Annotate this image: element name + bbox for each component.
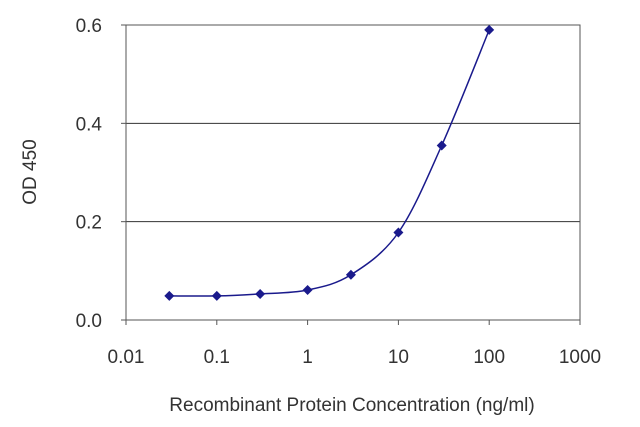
y-tick-label: 0.4 [76, 114, 103, 135]
data-point-marker [302, 285, 313, 296]
y-tick-label: 0.6 [76, 16, 102, 37]
data-point-marker [211, 290, 222, 301]
x-tick-label: 0.1 [204, 347, 230, 368]
y-axis-ticks: 0.0 0.2 0.4 0.6 [76, 16, 126, 332]
grid-layer [126, 122, 580, 223]
data-point-marker [436, 140, 447, 151]
y-tick-label: 0.2 [76, 213, 102, 234]
x-axis-ticks: 0.01 0.1 1 10 100 1000 [108, 320, 601, 368]
x-axis-title: Recombinant Protein Concentration (ng/ml… [169, 395, 534, 416]
data-point-marker [255, 288, 266, 299]
series-line [169, 29, 490, 297]
data-point-marker [345, 269, 356, 280]
data-point-marker [393, 227, 404, 238]
y-axis-title: OD 450 [20, 139, 41, 204]
x-tick-label: 0.01 [108, 347, 145, 368]
x-tick-label: 1000 [559, 347, 601, 368]
y-tick-label: 0.0 [76, 311, 102, 332]
x-tick-label: 1 [302, 347, 313, 368]
x-tick-label: 10 [388, 347, 409, 368]
data-point-marker [484, 24, 495, 35]
x-tick-label: 100 [473, 347, 505, 368]
data-point-marker [164, 290, 175, 301]
series-layer [164, 24, 495, 301]
plot-area-frame [125, 24, 581, 321]
